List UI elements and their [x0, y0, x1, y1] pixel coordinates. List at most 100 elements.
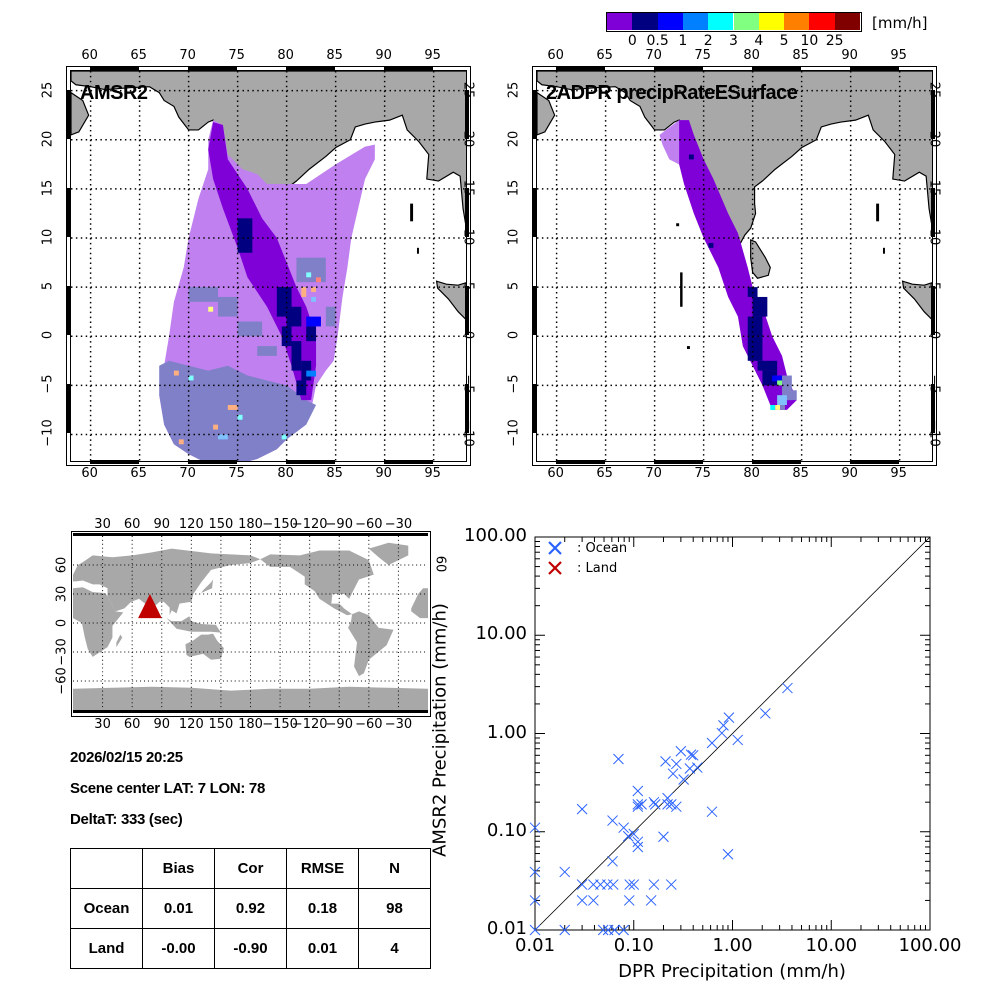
data-point [601, 879, 613, 890]
y-tick-label: 10.00 [475, 623, 527, 645]
point-marker [665, 879, 677, 890]
table-cell: -0.90 [214, 928, 287, 969]
x-tick-label: 0.10 [613, 935, 654, 956]
frame-bar [532, 89, 536, 139]
frame-bar [187, 460, 237, 464]
table-header-row: Bias Cor RMSE N [70, 848, 431, 889]
lon-tick-label: 70 [645, 466, 662, 481]
lon-tick-label: 90 [841, 466, 858, 481]
data-point [628, 828, 640, 840]
colorbar-label: 0.5 [646, 33, 669, 49]
world-lon-tick-label: 150 [208, 717, 234, 732]
point-marker [529, 822, 541, 834]
point-marker [685, 749, 697, 760]
data-point [632, 801, 644, 813]
world-lon-tick-label: 60 [123, 517, 141, 532]
point-marker [588, 895, 599, 906]
frame-bar [849, 460, 899, 464]
map-title: AMSR2 [80, 82, 148, 104]
table-header-cell [70, 848, 143, 889]
map-frame [66, 66, 471, 466]
lon-tick-label: 95 [424, 466, 441, 481]
axis-ticks [535, 537, 930, 930]
data-point [706, 737, 718, 749]
data-point [722, 848, 734, 860]
point-marker [706, 806, 718, 818]
data-point [684, 763, 696, 774]
point-marker [660, 756, 671, 767]
frame-bar [532, 286, 536, 336]
data-point [607, 879, 619, 890]
point-marker [649, 799, 661, 810]
world-lon-tick-label: 90 [153, 717, 171, 732]
scene-location-marker [138, 594, 162, 619]
frame-bar [931, 187, 935, 237]
lon-tick-label: 85 [792, 48, 809, 63]
colorbar-swatch [607, 13, 633, 30]
legend-land-marker [548, 561, 562, 575]
world-lon-tick-label: −30 [384, 717, 413, 732]
colorbar-swatch [632, 13, 658, 30]
frame-bar [931, 286, 935, 336]
frame-bar [931, 89, 935, 139]
point-marker [576, 803, 588, 815]
point-marker [618, 924, 629, 936]
point-marker [723, 712, 735, 723]
stats-table: Bias Cor RMSE N Ocean 0.01 0.92 0.18 98 … [70, 848, 431, 969]
data-point [678, 774, 689, 785]
frame-bar [555, 460, 605, 464]
data-point [576, 895, 588, 906]
world-lon-tick-label: −60 [355, 517, 383, 532]
y-tick-label: 0.10 [486, 819, 527, 841]
data-point [723, 712, 735, 723]
lon-tick-label: 80 [743, 48, 760, 63]
point-marker [632, 836, 644, 848]
frame-bar [849, 66, 899, 70]
point-marker [576, 879, 588, 890]
lon-tick-label: 90 [375, 48, 392, 63]
lon-tick-label: 65 [130, 466, 147, 481]
data-point [759, 708, 771, 719]
frame-bar [751, 66, 801, 70]
point-marker [678, 774, 689, 785]
colorbar-swatch [784, 13, 810, 30]
data-point [649, 799, 661, 810]
data-point [618, 822, 629, 834]
point-marker [665, 799, 677, 810]
frame-bar [532, 187, 536, 237]
world-lon-tick-label: −150 [262, 517, 298, 532]
frame-bar [653, 66, 703, 70]
point-marker [684, 763, 696, 774]
point-marker [632, 785, 644, 797]
table-cell: Land [70, 928, 143, 969]
lon-tick-label: 60 [547, 48, 564, 63]
point-marker [687, 749, 699, 761]
data-point [660, 756, 671, 767]
frame-bar [187, 66, 237, 70]
lon-tick-label: 60 [81, 48, 98, 63]
world-lon-tick-label: −150 [262, 717, 298, 732]
frame-bar [66, 187, 70, 237]
data-point [588, 895, 599, 906]
world-lon-tick-label: −30 [384, 517, 413, 532]
frame-bar [285, 66, 335, 70]
world-lon-tick-label: 120 [178, 717, 204, 732]
table-row: Ocean 0.01 0.92 0.18 98 [70, 888, 431, 929]
lon-tick-label: 90 [375, 466, 392, 481]
lon-tick-label: 60 [547, 466, 564, 481]
colorbar-label: 4 [754, 33, 764, 49]
point-marker [624, 879, 636, 890]
x-axis-title: DPR Precipitation (mm/h) [618, 961, 846, 982]
data-point [636, 799, 647, 810]
scene-center: Scene center LAT: 7 LON: 78 [70, 780, 266, 797]
data-point [529, 895, 541, 906]
point-marker [691, 762, 703, 773]
data-point [782, 682, 793, 694]
lon-tick-label: 85 [326, 48, 343, 63]
y-tick-label: 100.00 [464, 525, 527, 546]
data-point [632, 836, 644, 848]
lon-tick-label: 75 [228, 48, 245, 63]
amsr2-swath-gray-patches [188, 257, 336, 356]
amsr2-precip-cells [173, 272, 321, 445]
colorbar-label: 3 [729, 33, 738, 49]
